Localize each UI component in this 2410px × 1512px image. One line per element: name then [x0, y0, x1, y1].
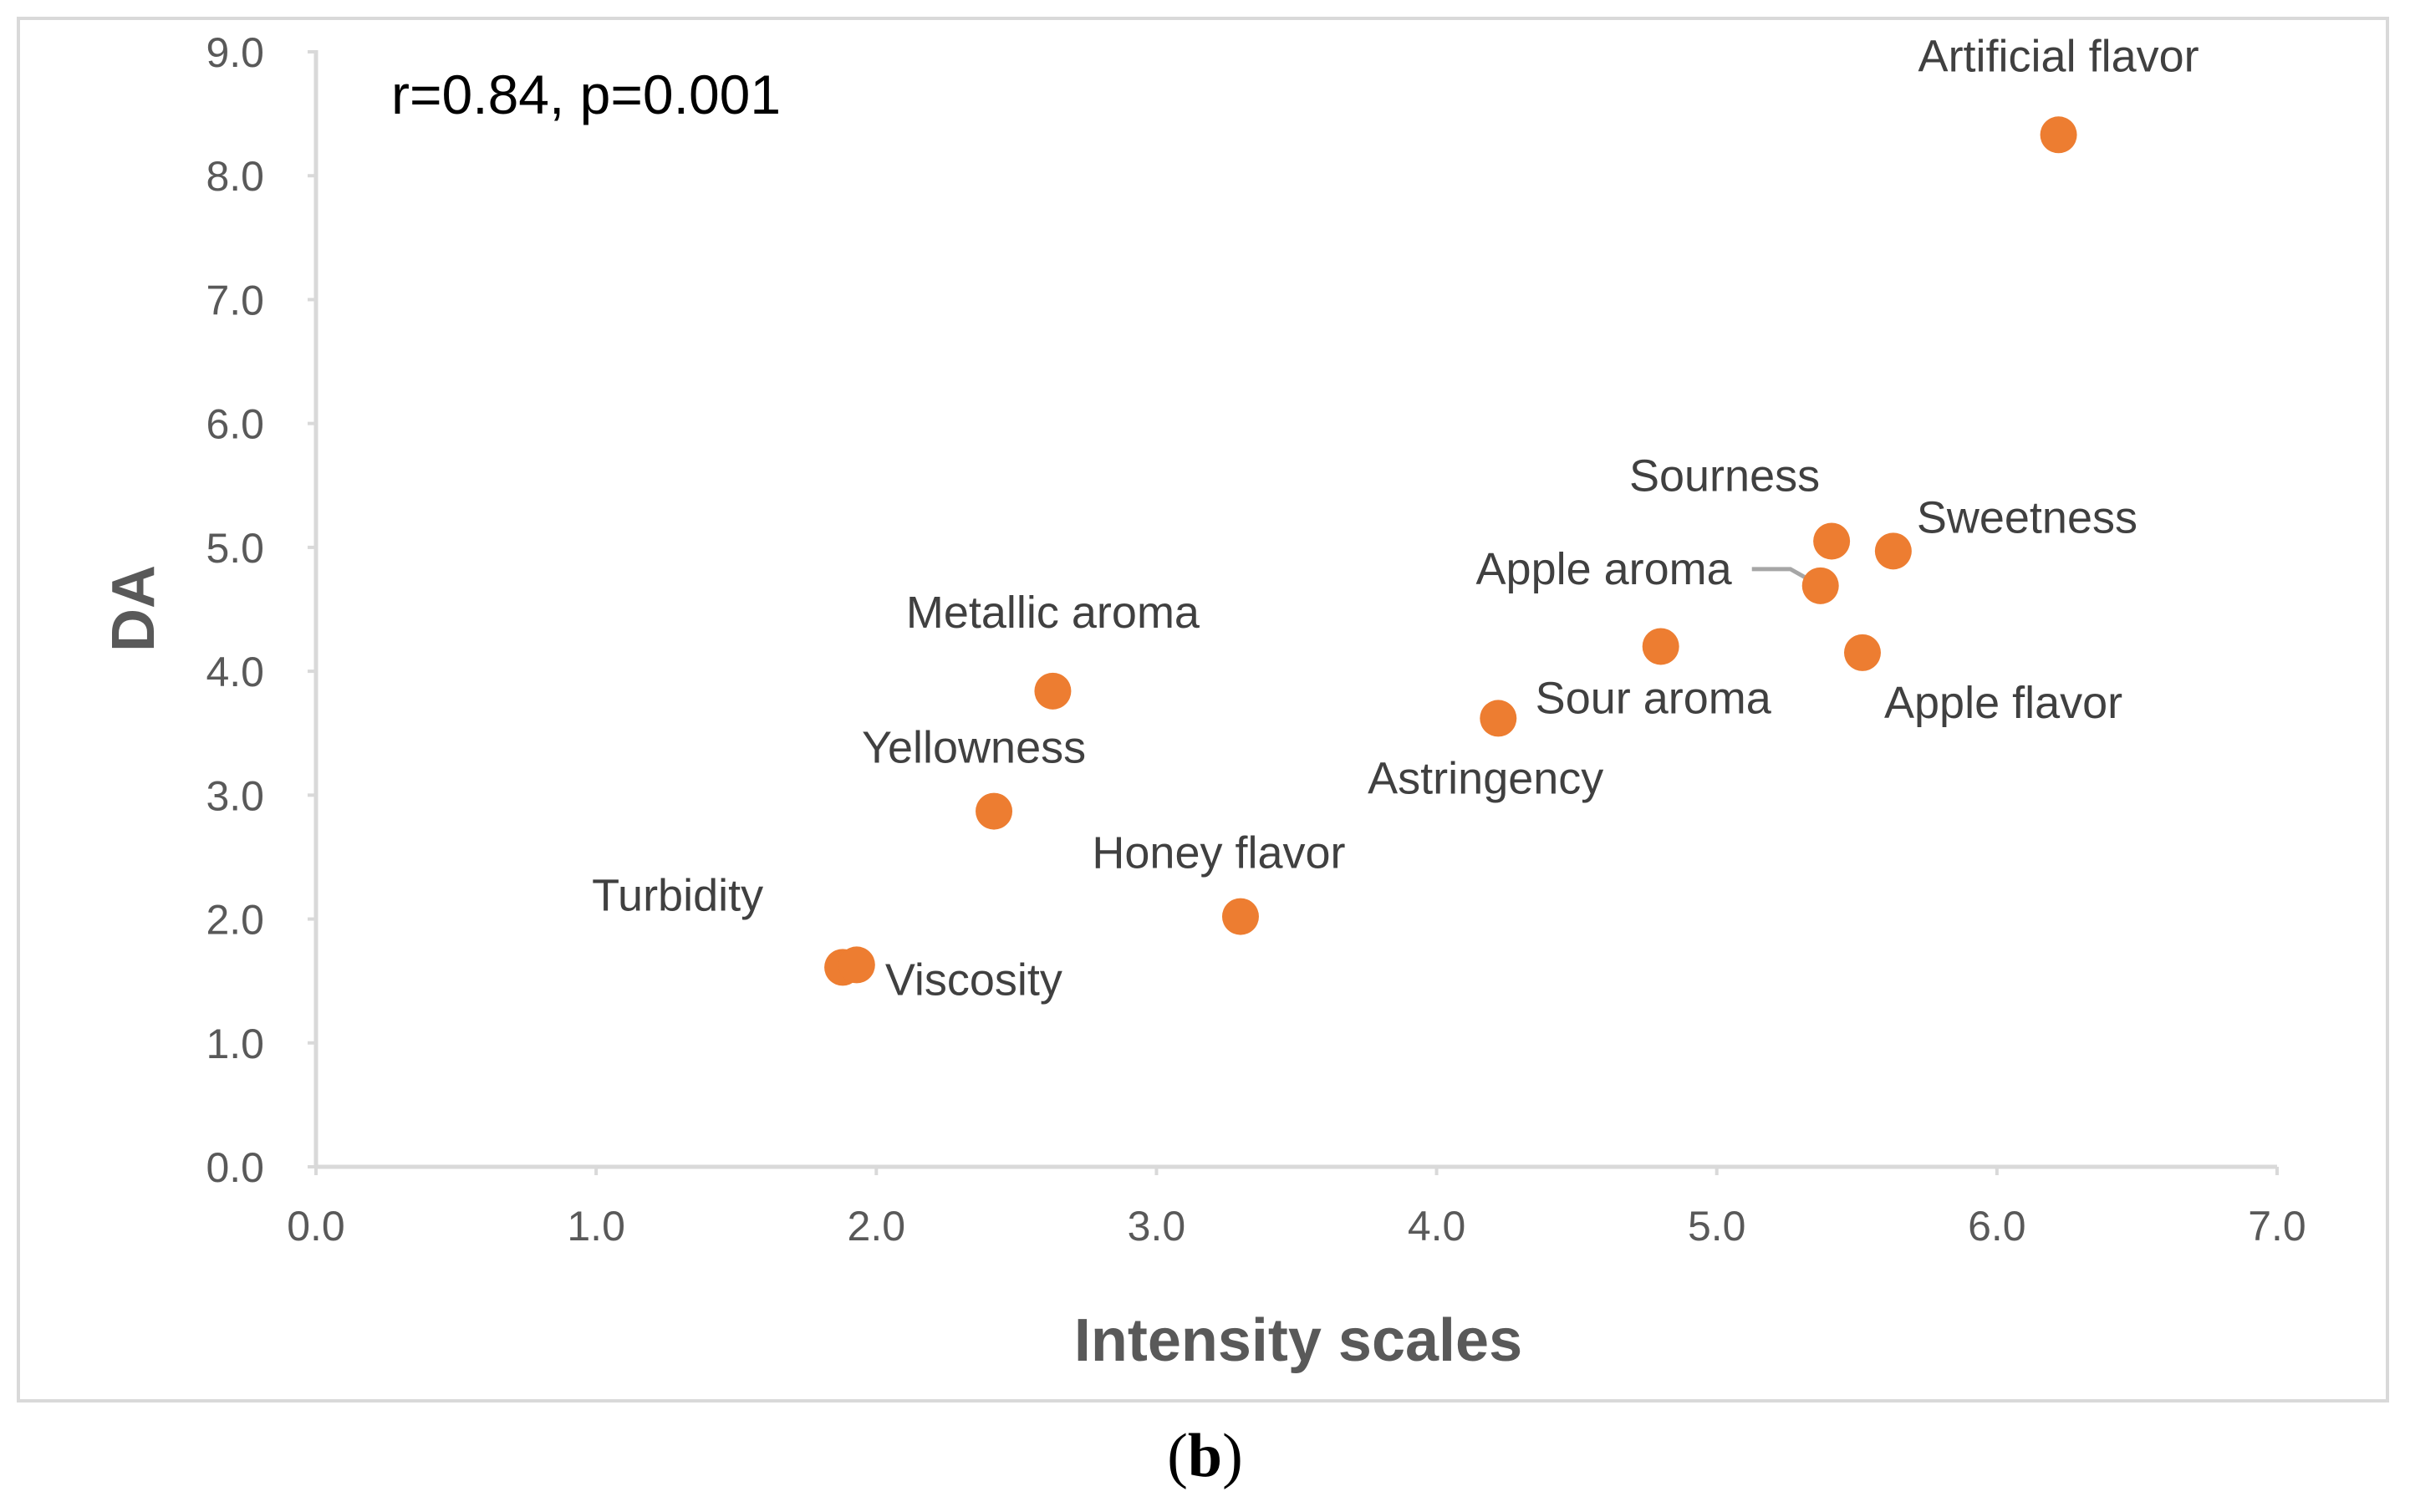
- label-viscosity: Viscosity: [885, 955, 1062, 1005]
- x-tick-label: 0.0: [287, 1203, 345, 1250]
- correlation-annotation: r=0.84, p=0.001: [391, 64, 781, 125]
- point-sour-aroma: [1642, 628, 1679, 665]
- x-tick-label: 5.0: [1688, 1203, 1746, 1250]
- y-tick-label: 5.0: [206, 525, 264, 572]
- y-tick-label: 2.0: [206, 897, 264, 944]
- label-apple-flavor: Apple flavor: [1884, 678, 2122, 728]
- label-artificial-flavor: Artificial flavor: [1918, 31, 2199, 81]
- x-tick-label: 4.0: [1408, 1203, 1466, 1250]
- scatter-plot: 0.0 1.0 2.0 3.0 4.0 5.0 6.0 7.0 0.0 1.0 2.0 3.0 4.0 5…: [100, 29, 2306, 1374]
- point-yellowness: [976, 792, 1013, 830]
- x-tick-label: 6.0: [1968, 1203, 2026, 1250]
- point-honey-flavor: [1221, 898, 1259, 935]
- point-viscosity: [838, 946, 875, 984]
- point-artificial-flavor: [2040, 116, 2077, 154]
- point-apple-aroma: [1801, 567, 1839, 604]
- label-sweetness: Sweetness: [1917, 492, 2137, 542]
- point-astringency: [1480, 700, 1517, 737]
- label-metallic-aroma: Metallic aroma: [906, 588, 1200, 638]
- label-sourness: Sourness: [1629, 451, 1820, 501]
- label-yellowness: Yellowness: [862, 723, 1086, 773]
- label-astringency: Astringency: [1368, 753, 1603, 803]
- figure-caption: (b): [0, 1421, 2410, 1492]
- y-tick-label: 4.0: [206, 649, 264, 695]
- y-tick-label: 7.0: [206, 277, 264, 323]
- label-honey-flavor: Honey flavor: [1092, 828, 1345, 878]
- y-tick-label: 9.0: [206, 29, 264, 76]
- x-tick-label: 2.0: [848, 1203, 906, 1250]
- x-tick-label: 7.0: [2248, 1203, 2306, 1250]
- y-tick-label: 8.0: [206, 153, 264, 200]
- caption-close: ): [1222, 1422, 1243, 1490]
- x-tick-label: 1.0: [567, 1203, 625, 1250]
- point-sweetness: [1874, 532, 1912, 570]
- point-metallic-aroma: [1034, 672, 1072, 710]
- y-tick-label: 0.0: [206, 1144, 264, 1191]
- y-tick-label: 6.0: [206, 401, 264, 448]
- y-axis-title: DA: [100, 565, 167, 652]
- label-turbidity: Turbidity: [592, 870, 763, 920]
- point-apple-flavor: [1843, 634, 1881, 671]
- point-sourness: [1813, 522, 1851, 560]
- caption-open: (: [1167, 1422, 1188, 1490]
- y-tick-label: 1.0: [206, 1021, 264, 1067]
- x-tick-label: 3.0: [1128, 1203, 1186, 1250]
- caption-letter: b: [1187, 1422, 1223, 1490]
- chart-frame: [17, 17, 2389, 1403]
- x-axis-title: Intensity scales: [1074, 1307, 1522, 1374]
- label-sour-aroma: Sour aroma: [1536, 673, 1772, 723]
- y-tick-label: 3.0: [206, 772, 264, 819]
- label-apple-aroma: Apple aroma: [1476, 544, 1733, 594]
